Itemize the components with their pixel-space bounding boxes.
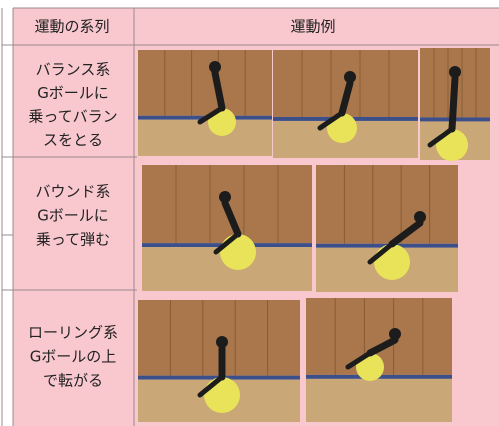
table-borders: [1, 7, 499, 426]
person-leg: [427, 126, 455, 148]
person-leg: [317, 110, 345, 131]
ball: [436, 129, 468, 161]
row-label: Gボールに: [37, 207, 109, 225]
person-head: [216, 336, 228, 348]
ball: [204, 377, 240, 413]
row-label: ローリング系: [28, 324, 118, 342]
photo: [273, 50, 418, 158]
photo: [138, 50, 272, 156]
person-head: [414, 211, 426, 223]
person-body: [448, 74, 459, 133]
person-head: [219, 191, 231, 203]
photo: [316, 165, 458, 292]
person-body: [366, 336, 399, 357]
photo: [306, 298, 452, 422]
person-body: [211, 69, 226, 112]
row-label: Gボールの上: [30, 348, 117, 366]
person-head: [389, 328, 401, 340]
header-cell: 運動例: [290, 18, 335, 36]
ball: [220, 234, 256, 270]
photo: [420, 48, 490, 161]
row-label: バランス系: [36, 61, 111, 79]
person-leg: [345, 350, 373, 370]
row-label: 乗って弾む: [36, 231, 110, 249]
row-label: Gボールに: [37, 84, 109, 102]
photos: [138, 48, 490, 422]
header-cell: 運動の系列: [34, 18, 109, 36]
photo: [142, 165, 312, 291]
person-head: [344, 71, 356, 83]
row-label: バウンド系: [35, 183, 110, 201]
row-label: スをとる: [43, 131, 103, 149]
person-body: [388, 219, 424, 248]
person-leg: [367, 241, 395, 265]
person-head: [449, 66, 461, 78]
person-leg: [197, 374, 225, 398]
photo: [138, 300, 300, 422]
photo-wall: [316, 165, 458, 244]
photo-wall: [138, 50, 272, 116]
ball: [374, 244, 410, 280]
person-body: [338, 79, 354, 117]
person-leg: [213, 231, 241, 255]
person-leg: [197, 105, 225, 125]
person-body: [221, 199, 242, 238]
photo-floor: [306, 378, 452, 422]
row-label: 乗ってバラン: [28, 108, 117, 126]
row-label: で転がる: [43, 372, 103, 390]
photo-floor: [138, 119, 272, 156]
person-head: [209, 61, 221, 73]
